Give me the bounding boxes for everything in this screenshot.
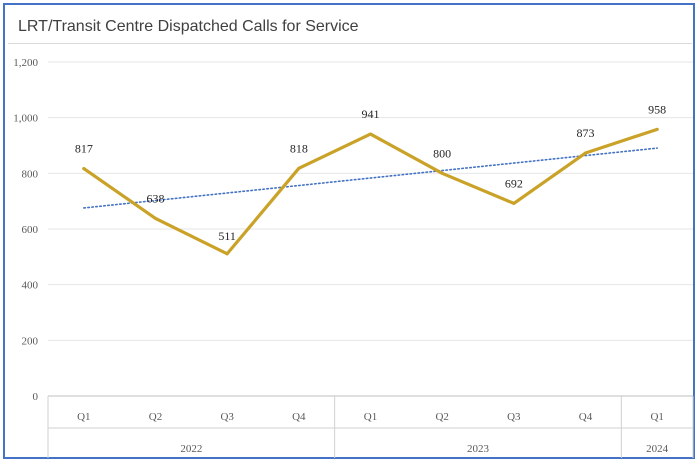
data-label: 941 xyxy=(362,107,380,121)
x-tick-label: Q4 xyxy=(579,411,593,423)
data-point xyxy=(440,171,444,175)
y-tick-label: 1,000 xyxy=(13,113,38,125)
y-tick-label: 0 xyxy=(33,391,39,403)
x-tick-label: Q4 xyxy=(292,411,306,423)
y-tick-label: 800 xyxy=(22,168,39,180)
data-point xyxy=(655,127,659,131)
x-tick-label: Q3 xyxy=(220,411,234,423)
data-label: 692 xyxy=(505,176,523,190)
x-tick-label: Q1 xyxy=(364,411,377,423)
series-line xyxy=(82,127,659,256)
data-label: 873 xyxy=(577,126,595,140)
chart-frame xyxy=(3,3,695,459)
chart-title: LRT/Transit Centre Dispatched Calls for … xyxy=(18,18,359,35)
data-point xyxy=(82,167,86,171)
x-tick-label: Q2 xyxy=(435,411,448,423)
data-point xyxy=(225,252,229,256)
data-label: 800 xyxy=(433,146,451,160)
data-point xyxy=(584,151,587,155)
data-label: 511 xyxy=(218,229,236,243)
data-point xyxy=(297,166,301,170)
x-tick-label: Q1 xyxy=(77,411,90,423)
x-tick-label: Q3 xyxy=(507,411,521,423)
x-tick-label: Q1 xyxy=(650,411,663,423)
data-label: 818 xyxy=(290,141,308,155)
data-point xyxy=(512,201,516,205)
y-tick-label: 400 xyxy=(22,280,39,292)
x-group-label: 2024 xyxy=(646,443,669,455)
data-point xyxy=(154,216,157,220)
x-group-label: 2022 xyxy=(180,443,202,455)
title-divider xyxy=(8,43,692,44)
y-tick-label: 1,200 xyxy=(13,57,38,69)
data-label: 817 xyxy=(75,142,93,156)
x-group-label: 2023 xyxy=(467,443,490,455)
trendline xyxy=(83,147,658,209)
data-label: 638 xyxy=(147,191,165,205)
y-tick-label: 600 xyxy=(22,224,39,236)
data-label: 958 xyxy=(648,102,666,116)
x-tick-label: Q2 xyxy=(149,411,162,423)
y-tick-label: 200 xyxy=(22,335,39,347)
data-point xyxy=(369,132,372,136)
